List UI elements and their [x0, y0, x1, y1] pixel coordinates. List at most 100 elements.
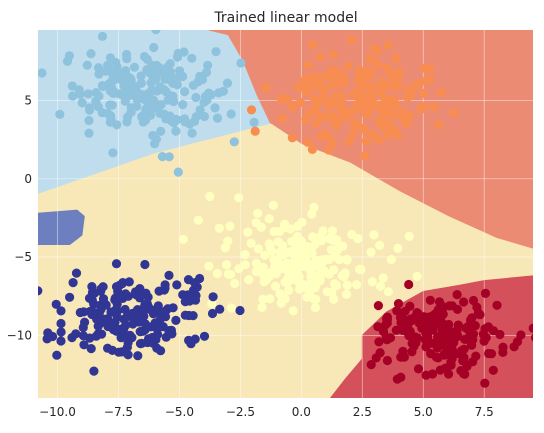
data-point-class-0	[83, 89, 93, 99]
data-point-class-0	[129, 62, 140, 72]
data-point-class-0	[85, 105, 95, 115]
x-tick-label: −5.0	[165, 405, 194, 419]
data-point-class-0	[156, 126, 166, 136]
data-point-class-3	[449, 338, 459, 348]
data-point-class-2	[334, 254, 344, 265]
y-tick-label: −5	[14, 250, 32, 264]
data-point-class-2	[251, 258, 261, 268]
data-point-class-2	[270, 262, 280, 272]
data-point-class-4	[112, 299, 122, 309]
data-point-class-3	[471, 351, 481, 361]
data-point-class-4	[111, 259, 122, 269]
data-point-class-2	[269, 226, 279, 237]
data-point-class-0	[179, 47, 189, 57]
data-point-class-1	[277, 114, 287, 124]
data-point-class-3	[366, 360, 376, 370]
data-point-class-1	[403, 84, 414, 94]
data-point-class-1	[363, 108, 373, 118]
data-point-class-1	[315, 79, 325, 89]
data-point-class-4	[87, 287, 97, 298]
data-point-class-4	[87, 309, 97, 320]
data-point-class-0	[62, 56, 73, 66]
data-point-class-0	[149, 42, 159, 53]
data-point-class-4	[235, 305, 245, 316]
data-point-class-1	[302, 73, 312, 84]
data-point-class-1	[429, 102, 439, 112]
data-point-class-2	[301, 251, 311, 261]
data-point-class-1	[359, 81, 370, 91]
data-point-class-1	[317, 112, 328, 122]
data-point-class-2	[329, 294, 339, 304]
data-point-class-0	[180, 87, 190, 97]
data-point-class-1	[393, 75, 403, 85]
x-tick-label: −10.0	[39, 405, 76, 419]
data-point-class-3	[396, 372, 406, 382]
x-tick-label: 2.5	[353, 405, 372, 419]
data-point-class-1	[288, 102, 298, 112]
data-point-class-3	[393, 299, 404, 309]
data-point-class-3	[530, 333, 533, 342]
scatter-points	[38, 30, 533, 388]
data-point-class-2	[383, 287, 393, 297]
data-point-class-2	[277, 292, 287, 302]
decision-region-class-4	[38, 209, 85, 245]
data-point-class-0	[142, 65, 152, 75]
data-point-class-2	[234, 193, 244, 203]
data-point-class-4	[133, 351, 143, 361]
data-point-class-0	[236, 58, 246, 68]
data-point-class-2	[253, 208, 263, 218]
data-point-class-0	[178, 100, 188, 110]
y-tick-label: 5	[24, 93, 32, 107]
data-point-class-0	[199, 97, 209, 107]
data-point-class-3	[492, 300, 502, 310]
data-point-class-3	[480, 378, 490, 388]
data-point-class-0	[122, 49, 132, 60]
data-point-class-1	[418, 101, 428, 111]
data-point-class-2	[307, 261, 317, 271]
data-point-class-4	[96, 304, 106, 314]
data-point-class-4	[164, 270, 174, 280]
data-point-class-1	[425, 64, 435, 74]
data-point-class-3	[444, 301, 454, 311]
data-point-class-0	[210, 103, 220, 113]
data-point-class-4	[86, 344, 96, 354]
data-point-class-3	[528, 323, 533, 333]
data-point-class-1	[261, 83, 271, 93]
data-point-class-1	[313, 96, 323, 107]
data-point-class-3	[413, 364, 424, 374]
data-point-class-4	[114, 347, 124, 357]
data-point-class-4	[52, 350, 62, 360]
data-point-class-1	[327, 99, 337, 109]
data-point-class-0	[131, 82, 141, 92]
data-point-class-1	[391, 53, 401, 63]
data-point-class-3	[435, 315, 446, 325]
data-point-class-2	[285, 224, 295, 234]
data-point-class-0	[175, 66, 185, 76]
data-point-class-0	[105, 111, 116, 121]
data-point-class-0	[77, 98, 87, 108]
data-point-class-2	[294, 257, 304, 268]
data-point-class-2	[244, 275, 254, 285]
data-point-class-4	[178, 290, 188, 300]
data-point-class-4	[128, 319, 138, 329]
data-point-class-1	[377, 76, 387, 86]
data-point-class-2	[404, 231, 414, 241]
data-point-class-4	[139, 311, 149, 321]
data-point-class-2	[375, 281, 386, 291]
data-point-class-4	[80, 317, 90, 327]
data-point-class-3	[480, 324, 490, 334]
data-point-class-2	[342, 280, 352, 290]
data-point-class-1	[358, 123, 368, 134]
data-point-class-4	[150, 308, 160, 318]
data-point-class-3	[391, 325, 401, 335]
data-point-class-0	[111, 57, 121, 68]
data-point-class-0	[222, 78, 233, 88]
data-point-class-3	[404, 331, 414, 341]
data-point-class-3	[398, 346, 408, 356]
data-point-class-3	[371, 353, 381, 363]
data-point-class-0	[203, 60, 213, 70]
data-point-class-4	[68, 278, 78, 288]
data-point-class-1	[361, 136, 371, 146]
data-point-class-2	[367, 277, 377, 287]
